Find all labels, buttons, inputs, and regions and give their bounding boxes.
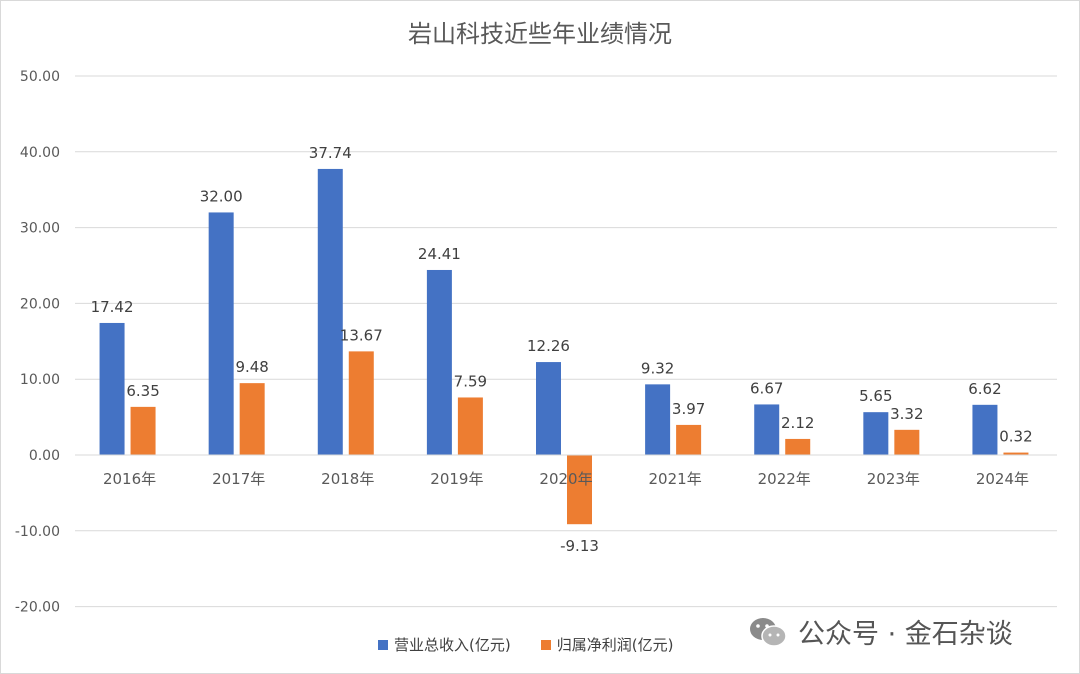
wechat-icon bbox=[750, 617, 787, 647]
x-tick-label: 2023年 bbox=[867, 470, 920, 488]
x-tick-label: 2021年 bbox=[649, 470, 702, 488]
bar-net-profit bbox=[785, 438, 811, 455]
bar-revenue bbox=[972, 404, 998, 455]
data-label: 24.41 bbox=[418, 245, 461, 263]
data-label: 13.67 bbox=[340, 326, 383, 344]
bar-net-profit bbox=[239, 383, 265, 455]
bar-revenue bbox=[863, 412, 889, 455]
legend-item-revenue: 营业总收入(亿元) bbox=[378, 634, 511, 655]
bar-revenue bbox=[317, 168, 343, 456]
data-label: 9.48 bbox=[235, 358, 268, 376]
x-tick-label: 2017年 bbox=[212, 470, 265, 488]
data-label: 2.12 bbox=[781, 414, 814, 432]
legend-label-revenue: 营业总收入(亿元) bbox=[394, 636, 511, 654]
data-label: 3.97 bbox=[672, 400, 705, 418]
data-label: 6.62 bbox=[968, 380, 1001, 398]
bar-revenue bbox=[754, 404, 780, 455]
y-tick-label: 0.00 bbox=[29, 448, 60, 464]
x-tick-label: 2019年 bbox=[430, 470, 483, 488]
bar-net-profit bbox=[567, 455, 592, 525]
data-label: 7.59 bbox=[454, 372, 487, 390]
data-label: 32.00 bbox=[200, 187, 243, 205]
y-tick-label: 10.00 bbox=[20, 372, 60, 388]
legend: 营业总收入(亿元) 归属净利润(亿元) bbox=[378, 634, 703, 655]
legend-swatch-revenue bbox=[378, 639, 388, 650]
legend-item-net-profit: 归属净利润(亿元) bbox=[540, 634, 674, 655]
y-tick-label: 20.00 bbox=[20, 296, 60, 312]
bar-net-profit bbox=[348, 351, 374, 455]
bar-net-profit bbox=[1003, 452, 1029, 455]
data-label: 37.74 bbox=[309, 144, 352, 162]
bar-net-profit bbox=[894, 429, 920, 455]
data-label: 5.65 bbox=[859, 387, 892, 405]
y-tick-label: 40.00 bbox=[20, 145, 60, 161]
data-label: 9.32 bbox=[641, 359, 674, 377]
x-tick-label: 2018年 bbox=[321, 470, 374, 488]
bar-net-profit bbox=[457, 397, 483, 455]
data-label: 6.67 bbox=[750, 379, 783, 397]
data-label: 6.35 bbox=[126, 382, 159, 400]
bar-revenue bbox=[645, 384, 671, 455]
bar-net-profit bbox=[676, 424, 702, 455]
bar-revenue bbox=[208, 212, 234, 455]
legend-swatch-net-profit bbox=[540, 639, 551, 650]
x-tick-label: 2020年 bbox=[539, 470, 592, 488]
y-tick-label: -20.00 bbox=[15, 600, 60, 616]
y-tick-label: 50.00 bbox=[20, 69, 60, 85]
y-tick-label: 30.00 bbox=[20, 221, 60, 237]
data-label: 17.42 bbox=[91, 298, 134, 316]
data-label: 12.26 bbox=[527, 337, 570, 355]
x-tick-label: 2016年 bbox=[103, 470, 156, 488]
x-tick-label: 2024年 bbox=[976, 470, 1029, 488]
watermark-text: 公众号 · 金石杂谈 bbox=[798, 619, 1013, 650]
bar-revenue bbox=[426, 269, 452, 455]
chart-title: 岩山科技近些年业绩情况 bbox=[408, 20, 672, 48]
data-label: 0.32 bbox=[999, 428, 1032, 446]
bar-revenue bbox=[99, 322, 125, 455]
legend-label-net-profit: 归属净利润(亿元) bbox=[556, 636, 674, 654]
bar-revenue bbox=[536, 362, 561, 455]
data-label: -9.13 bbox=[560, 537, 599, 555]
x-tick-label: 2022年 bbox=[758, 470, 811, 488]
data-label: 3.32 bbox=[890, 405, 923, 423]
watermark: 公众号 · 金石杂谈 bbox=[748, 612, 1013, 651]
bar-net-profit bbox=[130, 406, 156, 455]
y-tick-label: -10.00 bbox=[15, 524, 60, 540]
